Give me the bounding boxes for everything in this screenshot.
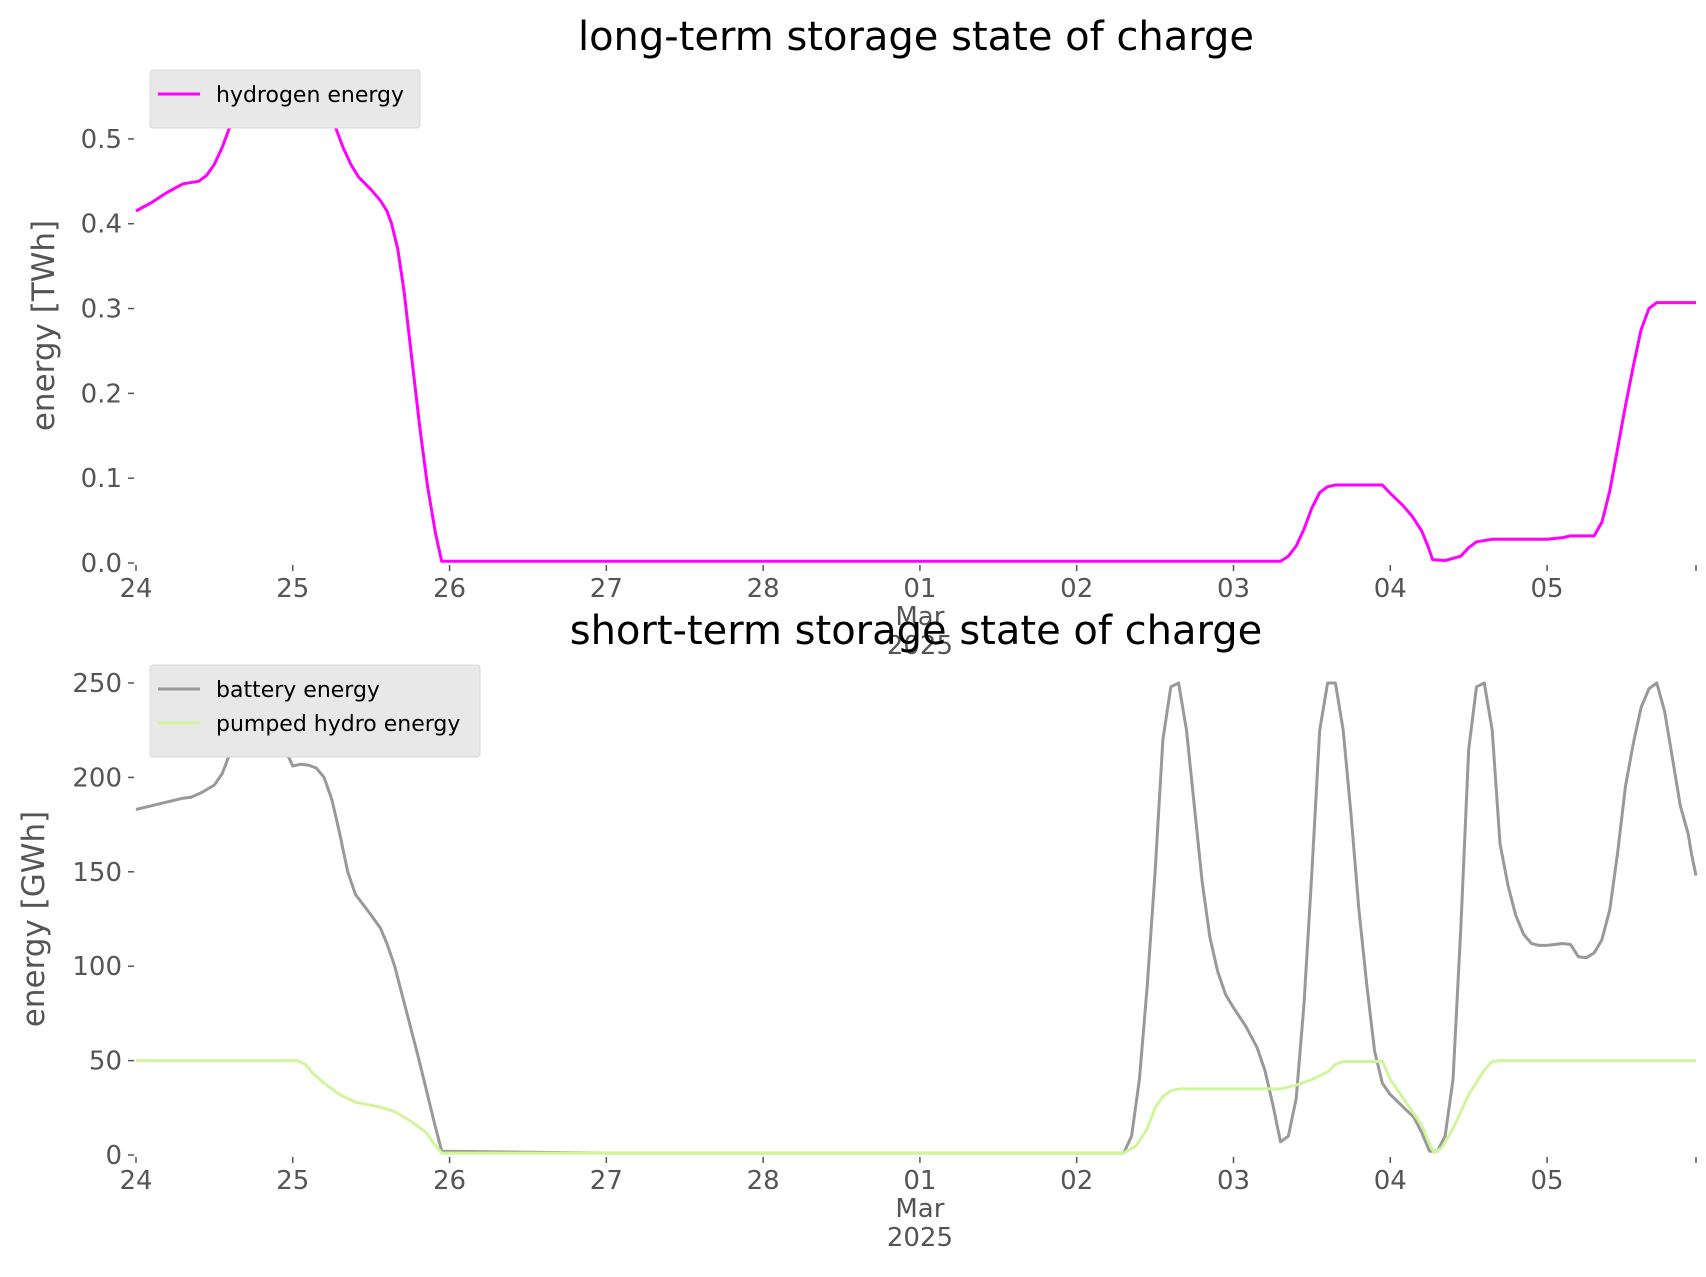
y-tick-label: 200 [72,763,122,793]
x-tick-label: 03 [1217,1166,1250,1196]
legend-label: hydrogen energy [216,83,404,108]
x-tick-label: 02 [1060,574,1093,604]
x-tick-label: 26 [433,574,466,604]
y-tick-label: 150 [72,858,122,888]
series-line-hydrogen-energy [135,84,1696,563]
x-tick-label: 02 [1060,1166,1093,1196]
x-tick-label: 26 [433,1166,466,1196]
y-tick-label: 0.5 [81,125,122,155]
chart-title: long-term storage state of charge [578,14,1254,60]
x-year-label: 2025 [887,631,953,661]
x-tick-label: 01 [903,574,936,604]
x-tick-label: 25 [276,574,309,604]
x-tick-label: 04 [1374,574,1407,604]
legend-label: battery energy [216,678,380,703]
series-line-pumped-hydro-energy [136,1059,1696,1155]
x-tick-label: 25 [276,1166,309,1196]
y-tick-label: 0.2 [81,379,122,409]
legend-label: pumped hydro energy [216,712,460,737]
x-tick-label: 24 [119,574,152,604]
y-tick-label: 0.0 [81,549,122,579]
y-tick-label: 250 [72,669,122,699]
legend-box [149,664,481,758]
y-tick-label: 0 [105,1141,122,1171]
x-year-label: 2025 [887,1223,953,1253]
y-axis-label: energy [GWh] [16,811,52,1027]
x-tick-label: 24 [119,1166,152,1196]
y-axis-label: energy [TWh] [26,220,62,431]
x-month-label: Mar [895,602,944,632]
x-tick-label: 28 [747,1166,780,1196]
x-tick-label: 03 [1217,574,1250,604]
x-tick-label: 01 [903,1166,936,1196]
y-tick-label: 50 [89,1047,122,1077]
x-tick-label: 28 [747,574,780,604]
x-tick-label: 05 [1531,1166,1564,1196]
y-tick-label: 0.3 [81,295,122,325]
x-tick-label: 04 [1374,1166,1407,1196]
x-month-label: Mar [895,1194,944,1224]
legend-box [149,69,421,129]
chart-title: short-term storage state of charge [570,608,1263,654]
y-tick-label: 0.1 [81,464,122,494]
series-line-battery-energy [135,681,1698,1155]
x-tick-label: 27 [590,1166,623,1196]
x-tick-label: 05 [1531,574,1564,604]
x-tick-label: 27 [590,574,623,604]
y-tick-label: 0.4 [81,210,122,240]
y-tick-label: 100 [72,952,122,982]
